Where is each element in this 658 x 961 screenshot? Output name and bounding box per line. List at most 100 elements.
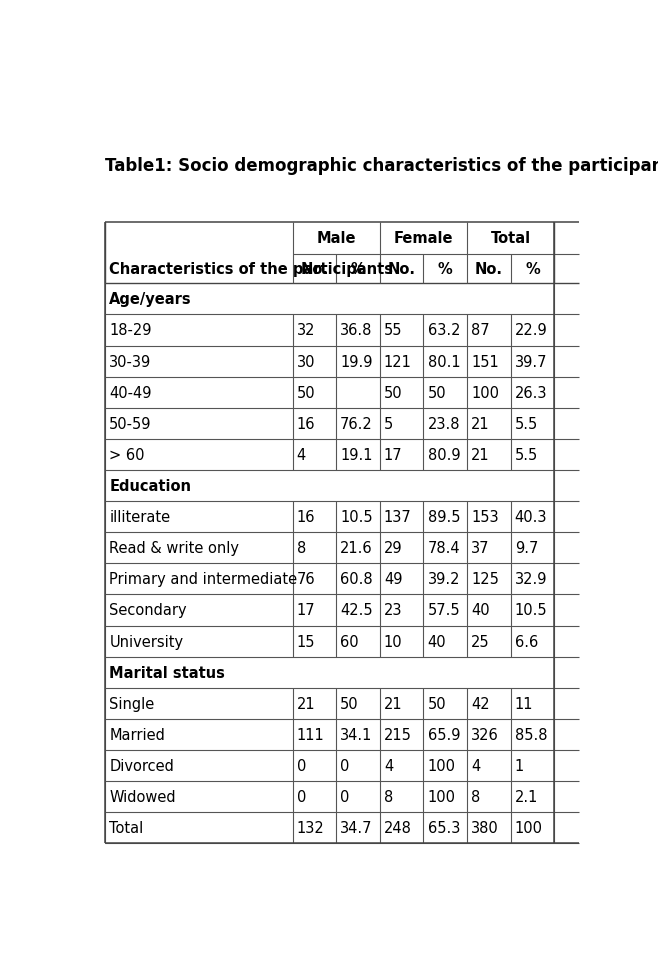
Text: %: %	[438, 261, 453, 277]
Text: 10.5: 10.5	[515, 603, 547, 618]
Text: 30: 30	[297, 355, 315, 369]
Text: 16: 16	[297, 416, 315, 431]
Text: 50: 50	[384, 385, 403, 401]
Text: Marital status: Marital status	[109, 665, 225, 680]
Text: Secondary: Secondary	[109, 603, 187, 618]
Text: 65.9: 65.9	[428, 727, 460, 742]
Text: 100: 100	[515, 821, 543, 835]
Text: 4: 4	[297, 448, 306, 462]
Text: 0: 0	[340, 758, 349, 774]
Text: 8: 8	[297, 541, 306, 555]
Text: 5: 5	[384, 416, 393, 431]
Text: 50: 50	[428, 385, 446, 401]
Text: No.: No.	[388, 261, 416, 277]
Text: 111: 111	[297, 727, 324, 742]
Text: Total: Total	[491, 231, 531, 246]
Text: Divorced: Divorced	[109, 758, 174, 774]
Text: 5.5: 5.5	[515, 416, 538, 431]
Text: 0: 0	[297, 758, 306, 774]
Text: illiterate: illiterate	[109, 509, 170, 525]
Text: 19.1: 19.1	[340, 448, 372, 462]
Text: 6.6: 6.6	[515, 634, 538, 649]
Text: 50: 50	[297, 385, 315, 401]
Text: 87: 87	[471, 323, 490, 338]
Text: 65.3: 65.3	[428, 821, 460, 835]
Text: 10: 10	[384, 634, 403, 649]
Text: 40: 40	[471, 603, 490, 618]
Text: 40: 40	[428, 634, 446, 649]
Text: Table1: Socio demographic characteristics of the participants: Table1: Socio demographic characteristic…	[105, 157, 658, 175]
Text: 100: 100	[471, 385, 499, 401]
Text: 10.5: 10.5	[340, 509, 373, 525]
Text: 248: 248	[384, 821, 412, 835]
Text: 25: 25	[471, 634, 490, 649]
Text: 37: 37	[471, 541, 490, 555]
Text: 50-59: 50-59	[109, 416, 152, 431]
Text: 85.8: 85.8	[515, 727, 547, 742]
Text: 42: 42	[471, 696, 490, 711]
Text: 19.9: 19.9	[340, 355, 372, 369]
Text: 57.5: 57.5	[428, 603, 460, 618]
Text: 1: 1	[515, 758, 524, 774]
Text: Education: Education	[109, 479, 191, 494]
Text: 17: 17	[297, 603, 315, 618]
Text: 26.3: 26.3	[515, 385, 547, 401]
Text: 2.1: 2.1	[515, 789, 538, 804]
Text: 23.8: 23.8	[428, 416, 460, 431]
Text: 121: 121	[384, 355, 412, 369]
Text: No.: No.	[300, 261, 328, 277]
Text: 5.5: 5.5	[515, 448, 538, 462]
Text: 40-49: 40-49	[109, 385, 152, 401]
Text: 100: 100	[428, 758, 455, 774]
Text: 30-39: 30-39	[109, 355, 151, 369]
Text: 9.7: 9.7	[515, 541, 538, 555]
Text: 39.7: 39.7	[515, 355, 547, 369]
Text: 63.2: 63.2	[428, 323, 460, 338]
Text: 100: 100	[428, 789, 455, 804]
Text: 60.8: 60.8	[340, 572, 373, 587]
Text: 34.7: 34.7	[340, 821, 372, 835]
Text: 89.5: 89.5	[428, 509, 460, 525]
Text: 215: 215	[384, 727, 412, 742]
Text: 39.2: 39.2	[428, 572, 460, 587]
Text: 4: 4	[384, 758, 393, 774]
Text: 60: 60	[340, 634, 359, 649]
Text: 21: 21	[384, 696, 403, 711]
Text: Widowed: Widowed	[109, 789, 176, 804]
Text: 78.4: 78.4	[428, 541, 460, 555]
Text: %: %	[351, 261, 365, 277]
Text: 326: 326	[471, 727, 499, 742]
Text: 32: 32	[297, 323, 315, 338]
Text: 21: 21	[471, 448, 490, 462]
Text: 21: 21	[297, 696, 315, 711]
Text: 21.6: 21.6	[340, 541, 373, 555]
Text: 22.9: 22.9	[515, 323, 547, 338]
Text: 125: 125	[471, 572, 499, 587]
Text: 21: 21	[471, 416, 490, 431]
Text: 42.5: 42.5	[340, 603, 373, 618]
Text: %: %	[525, 261, 540, 277]
Text: Age/years: Age/years	[109, 292, 192, 308]
Text: 23: 23	[384, 603, 403, 618]
Text: 40.3: 40.3	[515, 509, 547, 525]
Text: Read & write only: Read & write only	[109, 541, 240, 555]
Text: 76.2: 76.2	[340, 416, 373, 431]
Text: 8: 8	[471, 789, 480, 804]
Text: Total: Total	[109, 821, 143, 835]
Text: 34.1: 34.1	[340, 727, 372, 742]
Text: 80.9: 80.9	[428, 448, 460, 462]
Text: 29: 29	[384, 541, 403, 555]
Text: 36.8: 36.8	[340, 323, 372, 338]
Text: 49: 49	[384, 572, 403, 587]
Text: 151: 151	[471, 355, 499, 369]
Text: 50: 50	[428, 696, 446, 711]
Text: Characteristics of the participants: Characteristics of the participants	[109, 261, 393, 277]
Text: 132: 132	[297, 821, 324, 835]
Text: 380: 380	[471, 821, 499, 835]
Text: Married: Married	[109, 727, 165, 742]
Text: 0: 0	[340, 789, 349, 804]
Text: Primary and intermediate: Primary and intermediate	[109, 572, 297, 587]
Text: 137: 137	[384, 509, 412, 525]
Text: Male: Male	[316, 231, 356, 246]
Text: 55: 55	[384, 323, 403, 338]
